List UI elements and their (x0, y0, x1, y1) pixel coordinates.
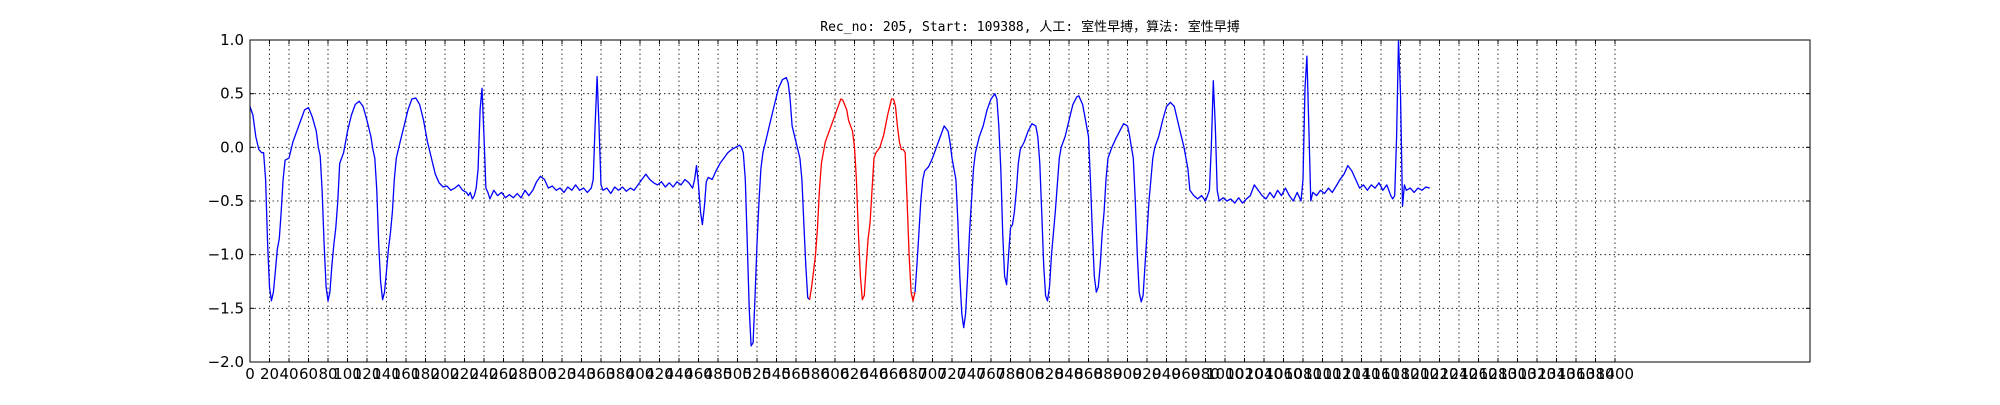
x-tick-label: 0 (245, 365, 255, 383)
x-tick-label: 640 (860, 365, 889, 383)
x-tick-label: 860 (1074, 365, 1103, 383)
x-tick-label: 1260 (1459, 365, 1497, 383)
x-tick-label: 800 (1016, 365, 1045, 383)
x-tick-label: 560 (782, 365, 811, 383)
axis-ticks: 0 20 40 60 801001201401601802002202402602803… (208, 31, 1810, 383)
x-tick-label: 620 (840, 365, 869, 383)
x-tick-label: 1380 (1576, 365, 1614, 383)
x-tick-label: 300 (528, 365, 557, 383)
x-tick-label: 160 (392, 365, 421, 383)
x-tick-label: 720 (938, 365, 967, 383)
x-tick-label: 60 (299, 365, 318, 383)
x-tick-label: 360 (587, 365, 616, 383)
x-tick-label: 760 (977, 365, 1006, 383)
x-tick-label: 880 (1094, 365, 1123, 383)
x-tick-label: 480 (704, 365, 733, 383)
x-tick-label: 420 (645, 365, 674, 383)
x-tick-label: 380 (606, 365, 635, 383)
series-line-3 (914, 39, 1430, 329)
x-tick-label: 1100 (1303, 365, 1341, 383)
x-tick-label: 500 (723, 365, 752, 383)
x-tick-label: 580 (801, 365, 830, 383)
x-tick-label: 320 (548, 365, 577, 383)
x-tick-label: 1400 (1596, 365, 1634, 383)
series-layer (249, 39, 1430, 347)
x-tick-label: 1360 (1557, 365, 1595, 383)
x-tick-label: 680 (899, 365, 928, 383)
x-tick-label: 1200 (1401, 365, 1439, 383)
x-tick-label: 340 (567, 365, 596, 383)
x-tick-label: 740 (957, 365, 986, 383)
x-tick-label: 900 (1113, 365, 1142, 383)
x-tick-label: 780 (996, 365, 1025, 383)
x-tick-label: 600 (821, 365, 850, 383)
x-tick-label: 540 (762, 365, 791, 383)
series-line-2 (808, 98, 916, 302)
x-tick-label: 1060 (1264, 365, 1302, 383)
x-tick-label: 660 (879, 365, 908, 383)
x-tick-label: 100 (333, 365, 362, 383)
x-tick-label: 820 (1035, 365, 1064, 383)
x-tick-label: 460 (684, 365, 713, 383)
x-tick-label: 120 (353, 365, 382, 383)
y-tick-label: −0.5 (208, 192, 244, 210)
y-tick-label: 0.5 (220, 85, 244, 103)
x-tick-label: 1220 (1420, 365, 1458, 383)
x-tick-label: 840 (1055, 365, 1084, 383)
x-tick-label: 520 (743, 365, 772, 383)
x-tick-label: 700 (918, 365, 947, 383)
x-tick-label: 280 (509, 365, 538, 383)
x-tick-label: 1120 (1323, 365, 1361, 383)
x-tick-label: 1280 (1479, 365, 1517, 383)
x-tick-label: 220 (450, 365, 479, 383)
x-tick-label: 80 (318, 365, 337, 383)
x-tick-label: 1000 (1206, 365, 1244, 383)
x-tick-label: 440 (665, 365, 694, 383)
x-tick-label: 960 (1172, 365, 1201, 383)
x-tick-label: 1080 (1284, 365, 1322, 383)
x-tick-label: 240 (470, 365, 499, 383)
x-tick-label: 1240 (1440, 365, 1478, 383)
x-tick-label: 1020 (1225, 365, 1263, 383)
x-tick-label: 1160 (1362, 365, 1400, 383)
x-tick-label: 200 (431, 365, 460, 383)
x-tick-label: 180 (411, 365, 440, 383)
chart-title: Rec_no: 205, Start: 109388, 人工: 室性早搏，算法:… (820, 20, 1240, 35)
x-tick-label: 40 (279, 365, 298, 383)
x-tick-label: 260 (489, 365, 518, 383)
y-tick-label: −2.0 (208, 353, 244, 371)
x-tick-label: 940 (1152, 365, 1181, 383)
x-tick-label: 1320 (1518, 365, 1556, 383)
x-tick-label: 1300 (1498, 365, 1536, 383)
y-tick-label: −1.0 (208, 246, 244, 264)
x-tick-label: 1040 (1245, 365, 1283, 383)
x-tick-label: 1340 (1537, 365, 1575, 383)
x-tick-label: 1180 (1381, 365, 1419, 383)
x-tick-label: 20 (260, 365, 279, 383)
y-tick-label: 1.0 (220, 31, 244, 49)
series-line-1 (249, 75, 811, 347)
x-tick-label: 1140 (1342, 365, 1380, 383)
x-tick-label: 400 (626, 365, 655, 383)
x-tick-label: 980 (1191, 365, 1220, 383)
x-tick-label: 140 (372, 365, 401, 383)
grid (249, 39, 1810, 363)
y-tick-label: 0.0 (220, 138, 244, 156)
y-tick-label: −1.5 (208, 299, 244, 317)
x-tick-label: 920 (1133, 365, 1162, 383)
